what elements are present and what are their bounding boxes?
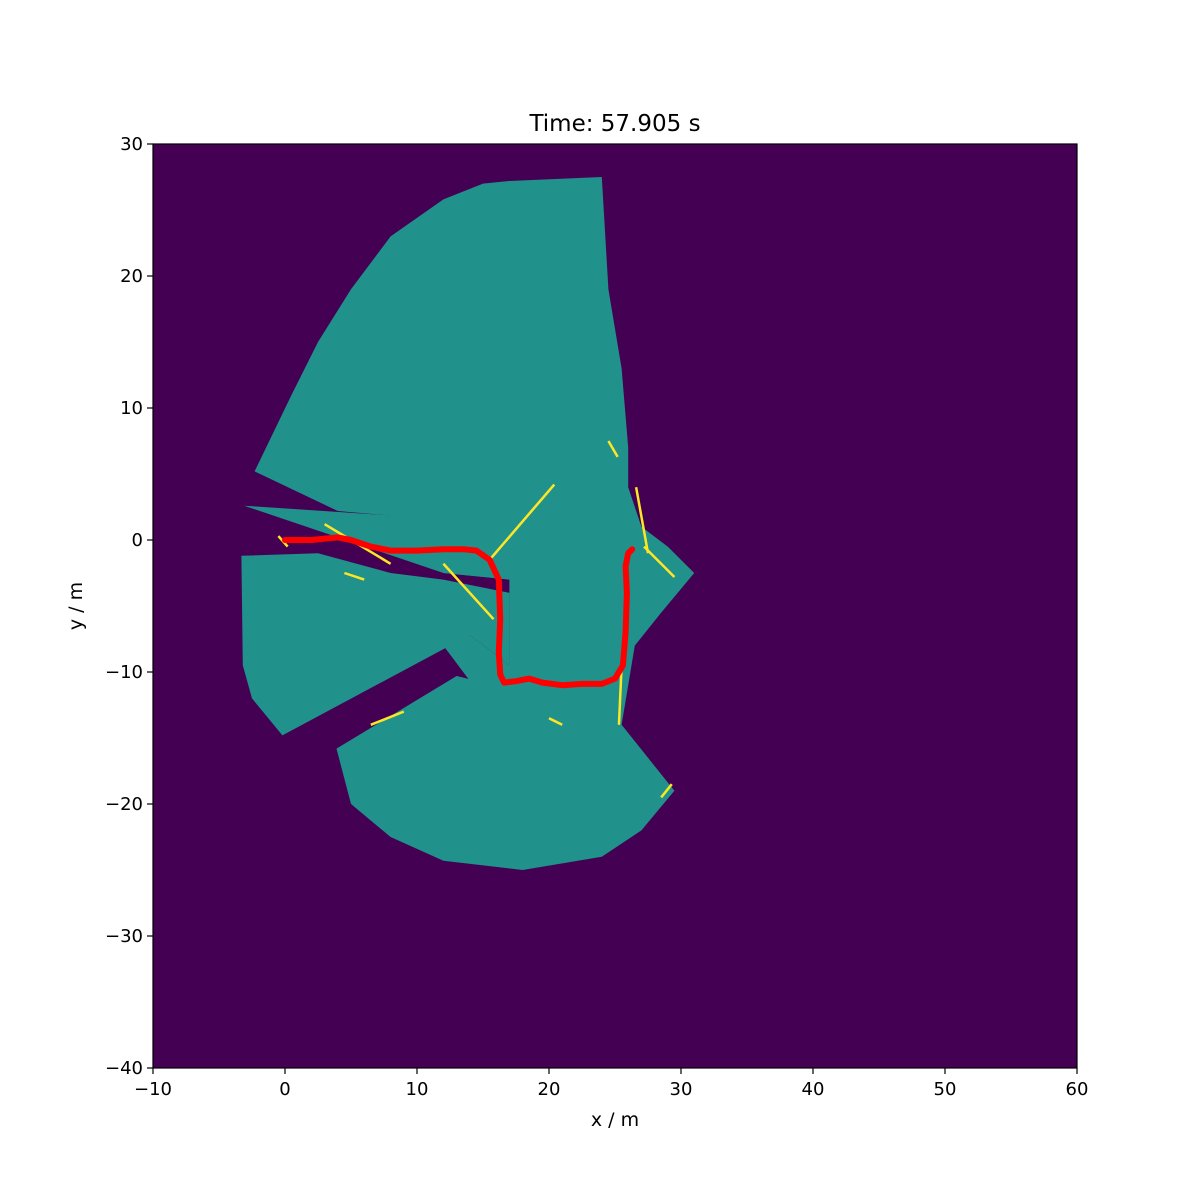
x-tick-label: 30 <box>670 1079 693 1100</box>
y-axis: −40 −30 −20 −10 0 10 20 30 <box>105 134 153 1079</box>
x-tick-label: 0 <box>279 1079 290 1100</box>
obstacle-segment-4 <box>617 665 623 725</box>
plot-frame <box>152 143 1078 1069</box>
plot-area <box>152 143 1078 1069</box>
obstacle-segment-2 <box>634 486 650 554</box>
y-tick-label: 0 <box>132 530 143 551</box>
x-axis-label: x / m <box>591 1109 639 1131</box>
obstacle-segment-1 <box>607 440 619 458</box>
obstacle-segment-10 <box>344 571 365 581</box>
x-tick-label: 10 <box>406 1079 429 1100</box>
y-tick-label: 10 <box>120 398 143 419</box>
trajectory-line <box>282 534 636 689</box>
free-region-north-fan <box>254 177 629 540</box>
obstacle-segment-8 <box>370 710 405 726</box>
free-region-central <box>443 474 695 725</box>
y-tick-label: −30 <box>105 926 143 947</box>
obstacle-segment-3 <box>643 545 676 578</box>
x-tick-label: 40 <box>802 1079 825 1100</box>
y-tick-label: −20 <box>105 794 143 815</box>
x-tick-label: −10 <box>134 1079 172 1100</box>
x-axis: −10 0 10 20 30 40 50 60 <box>134 1068 1088 1100</box>
y-axis-label: y / m <box>65 582 87 630</box>
x-tick-label: 60 <box>1066 1079 1089 1100</box>
chart-title: Time: 57.905 s <box>528 111 700 137</box>
y-tick-label: −40 <box>105 1058 143 1079</box>
obstacle-segment-7 <box>660 783 673 799</box>
x-tick-label: 50 <box>934 1079 957 1100</box>
obstacle-segment-9 <box>548 717 563 726</box>
free-space-regions <box>241 177 695 870</box>
obstacle-segments <box>277 440 676 799</box>
y-tick-label: 20 <box>120 266 143 287</box>
free-region-south-fan <box>336 676 675 870</box>
obstacle-segment-6 <box>442 562 495 621</box>
y-tick-label: 30 <box>120 134 143 155</box>
x-tick-label: 20 <box>538 1079 561 1100</box>
free-region-west-arm <box>241 505 510 736</box>
obstacle-segment-0 <box>488 483 556 561</box>
y-tick-label: −10 <box>105 662 143 683</box>
